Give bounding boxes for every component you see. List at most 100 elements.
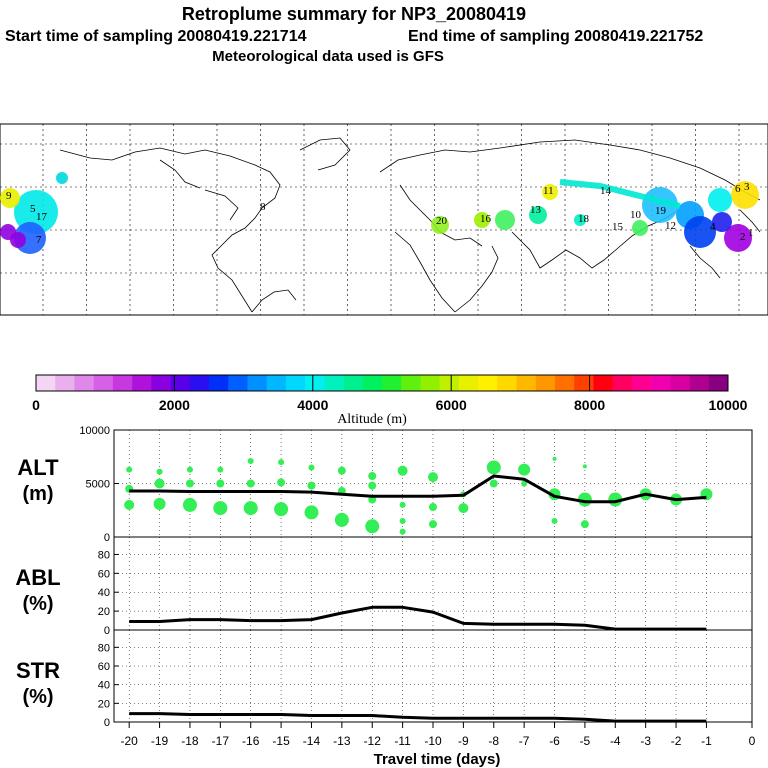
panel-ytick-label: 0 bbox=[104, 532, 110, 544]
colorbar-label: Altitude (m) bbox=[337, 412, 407, 427]
x-tick-label: -5 bbox=[580, 734, 591, 748]
colorbar-swatch bbox=[209, 375, 229, 391]
colorbar-swatch bbox=[112, 375, 133, 391]
end-time-text: End time of sampling 20080419.221752 bbox=[408, 28, 703, 45]
colorbar-swatch bbox=[132, 375, 152, 391]
panel-abl: 0 20 40 60 80 ABL (%) bbox=[15, 536, 753, 637]
colorbar-swatch bbox=[93, 375, 114, 391]
plume-blob bbox=[56, 172, 68, 184]
map-day-label: 18 bbox=[578, 213, 590, 225]
colorbar-swatch bbox=[305, 375, 325, 391]
panel-ytick-label: 20 bbox=[98, 606, 110, 618]
x-tick-label: -19 bbox=[151, 734, 169, 748]
colorbar-swatch bbox=[689, 375, 710, 391]
panel-ytick-label: 60 bbox=[98, 661, 110, 673]
colorbar-swatch bbox=[324, 375, 344, 391]
plume-point bbox=[124, 499, 135, 510]
colorbar-swatch bbox=[401, 375, 421, 391]
panel-ytick-label: 5000 bbox=[86, 479, 110, 491]
colorbar-swatch bbox=[516, 375, 537, 391]
panel-ytick-label: 10000 bbox=[79, 425, 110, 437]
colorbar-tick-label: 4000 bbox=[297, 397, 328, 413]
met-data-text: Meteorological data used is GFS bbox=[212, 48, 444, 65]
panel-ytick-label: 20 bbox=[98, 698, 110, 710]
x-tick-label: -7 bbox=[519, 734, 530, 748]
x-tick-label: -3 bbox=[640, 734, 651, 748]
map-day-label: 19 bbox=[655, 205, 667, 217]
plume-point bbox=[580, 520, 589, 529]
plume-blob bbox=[431, 216, 449, 234]
colorbar-tick-label: 6000 bbox=[436, 397, 467, 413]
panel-ylabel-bottom: (%) bbox=[22, 593, 53, 615]
colorbar-swatch bbox=[535, 375, 556, 391]
colorbar-swatch bbox=[189, 375, 210, 391]
plume-blob bbox=[708, 188, 732, 212]
colorbar-swatch bbox=[651, 375, 671, 391]
plume-trail bbox=[559, 179, 681, 209]
panel-ytick-label: 40 bbox=[98, 680, 110, 692]
plume-point bbox=[186, 466, 193, 473]
plume-point bbox=[368, 481, 377, 490]
plume-point bbox=[185, 479, 194, 488]
plume-point bbox=[126, 466, 133, 473]
colorbar-swatch bbox=[55, 375, 75, 391]
colorbar-swatch bbox=[631, 375, 652, 391]
plume-point bbox=[308, 464, 315, 471]
map-day-label: 16 bbox=[480, 213, 492, 225]
plume-blob bbox=[529, 206, 547, 224]
plume-point bbox=[156, 468, 163, 475]
panel-alt: 0 5000 10000 ALT (m) bbox=[17, 425, 753, 544]
colorbar-tick-label: 10000 bbox=[709, 397, 748, 413]
x-tick-label: -11 bbox=[394, 734, 411, 748]
x-tick-label: -20 bbox=[121, 734, 139, 748]
plume-point bbox=[153, 497, 166, 510]
plume-point bbox=[458, 503, 469, 514]
plume-point bbox=[304, 505, 319, 520]
panel-ylabel-top: ALT bbox=[17, 455, 59, 480]
x-tick-label: -4 bbox=[610, 734, 621, 748]
map-day-label: 2 bbox=[740, 231, 746, 243]
panel-ylabel-top: ABL bbox=[15, 565, 60, 590]
panel-ytick-label: 0 bbox=[104, 625, 110, 637]
colorbar-swatch bbox=[555, 375, 575, 391]
colorbar-swatch bbox=[420, 375, 440, 391]
plume-point bbox=[399, 528, 406, 535]
x-axis: -20 -19 -18 -17 -16 -15 -14 -13 -12 -11 -10 -9 -8 -7-… bbox=[121, 722, 756, 748]
colorbar-swatch bbox=[170, 375, 191, 391]
x-tick-label: -1 bbox=[701, 734, 712, 748]
plume-blob bbox=[542, 184, 558, 200]
panel-str: 0 20 40 60 80 STR (%) bbox=[16, 629, 753, 729]
x-axis-label: Travel time (days) bbox=[374, 751, 501, 768]
panel-frame bbox=[113, 536, 753, 631]
plume-point bbox=[368, 472, 377, 481]
panel-ylabel-bottom: (m) bbox=[22, 483, 53, 505]
plume-point bbox=[399, 517, 406, 524]
plume-blob bbox=[724, 224, 752, 252]
colorbar-swatch bbox=[612, 375, 633, 391]
plume-blob bbox=[712, 212, 732, 232]
plume-point bbox=[429, 503, 437, 512]
plume-point bbox=[486, 460, 501, 475]
series-line bbox=[129, 474, 707, 504]
plume-point bbox=[399, 501, 406, 508]
plume-point bbox=[243, 501, 258, 516]
colorbar-tick-label: 2000 bbox=[159, 397, 190, 413]
plume-point bbox=[246, 479, 255, 488]
plume-point bbox=[582, 464, 587, 469]
colorbar-swatch bbox=[266, 375, 287, 391]
colorbar-swatch bbox=[574, 375, 594, 391]
plume-point bbox=[489, 479, 498, 488]
plume-point bbox=[551, 517, 558, 524]
panel-ytick-label: 80 bbox=[98, 549, 110, 561]
series-line bbox=[129, 712, 707, 723]
panel-ytick-label: 0 bbox=[104, 717, 110, 729]
map-day-label: 7 bbox=[36, 234, 42, 246]
x-tick-label: -16 bbox=[242, 734, 260, 748]
x-tick-label: -8 bbox=[488, 734, 499, 748]
panel-ytick-label: 80 bbox=[98, 642, 110, 654]
map-day-label: 5 bbox=[30, 203, 36, 215]
colorbar-tick-label: 8000 bbox=[574, 397, 605, 413]
plume-point bbox=[216, 479, 225, 488]
altitude-colorbar: 0 2000 4000 6000 8000 10000 bbox=[32, 374, 748, 413]
